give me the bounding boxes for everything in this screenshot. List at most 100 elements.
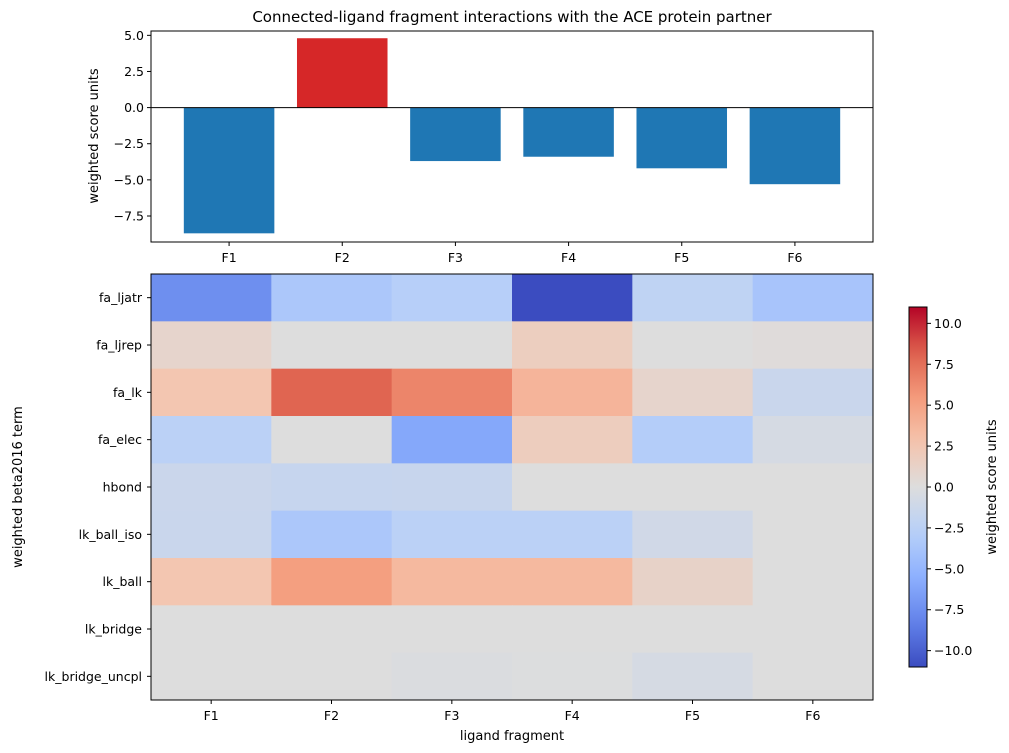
heat-y-tick-label: lk_bridge_uncpl (45, 669, 142, 684)
heatmap-y-axis-label: weighted beta2016 term (11, 406, 26, 568)
heat-y-tick-label: fa_lk (113, 385, 143, 400)
heat-cell-lk_ball-F3 (391, 558, 513, 606)
heat-y-tick-label: lk_ball (102, 574, 142, 589)
bar-x-axis-ticks: F1 F2 F3 F4 F5 F6 (222, 242, 803, 265)
bar-series (183, 38, 841, 234)
bar-x-tick-label: F6 (787, 250, 802, 265)
heat-cell-hbond-F2 (271, 463, 393, 512)
heat-cell-lk_bridge-F3 (391, 605, 513, 654)
heat-cell-lk_ball_iso-F1 (151, 510, 272, 559)
colorbar-tick-label: 5.0 (934, 398, 954, 413)
heat-cell-fa_lk-F2 (271, 368, 393, 417)
heat-cell-lk_bridge-F2 (271, 605, 393, 654)
heat-cell-hbond-F6 (752, 463, 874, 512)
heat-cell-hbond-F1 (151, 463, 272, 512)
heat-cell-fa_ljrep-F1 (151, 321, 272, 370)
bar-F2 (296, 38, 388, 108)
colorbar-tick-label: 2.5 (934, 439, 954, 454)
heat-cell-lk_bridge_uncpl-F6 (752, 652, 874, 701)
heat-cell-lk_bridge-F6 (752, 605, 874, 654)
heat-cell-hbond-F5 (632, 463, 754, 512)
bar-y-tick-label: 0.0 (124, 100, 144, 115)
heat-cell-lk_bridge_uncpl-F1 (151, 652, 272, 701)
bar-y-tick-label: −5.0 (114, 172, 144, 187)
heat-cell-lk_ball_iso-F4 (512, 510, 633, 559)
heat-y-tick-label: lk_ball_iso (79, 527, 142, 542)
heat-cell-fa_elec-F3 (391, 416, 513, 464)
heat-cell-fa_ljrep-F5 (632, 321, 754, 370)
heat-cell-fa_ljatr-F4 (512, 274, 633, 322)
heat-cell-lk_bridge-F1 (151, 605, 272, 654)
chart-title: Connected-ligand fragment interactions w… (252, 8, 772, 26)
heat-cell-fa_ljrep-F2 (271, 321, 393, 370)
heat-y-tick-label: lk_bridge (85, 622, 142, 637)
heat-cell-fa_elec-F1 (151, 416, 272, 464)
heat-x-tick-label: F1 (204, 708, 219, 723)
heat-cell-fa_elec-F2 (271, 416, 393, 464)
heat-cell-fa_elec-F6 (752, 416, 874, 464)
heat-cell-fa_ljrep-F3 (391, 321, 513, 370)
heat-cell-fa_lk-F5 (632, 368, 754, 417)
heat-y-tick-label: fa_ljatr (99, 290, 143, 305)
heat-cell-fa_ljrep-F6 (752, 321, 874, 370)
heat-x-tick-label: F3 (444, 708, 459, 723)
colorbar-gradient (908, 306, 928, 668)
bar-x-tick-label: F5 (674, 250, 689, 265)
heat-cell-lk_bridge_uncpl-F4 (512, 652, 633, 701)
heatmap-x-axis-label: ligand fragment (460, 729, 564, 744)
heat-cell-lk_ball-F4 (512, 558, 633, 606)
heat-cell-fa_ljatr-F6 (752, 274, 874, 322)
heat-cell-lk_bridge_uncpl-F2 (271, 652, 393, 701)
heat-y-tick-label: fa_elec (98, 432, 142, 447)
heat-cell-lk_ball-F2 (271, 558, 393, 606)
heat-cell-lk_bridge_uncpl-F3 (391, 652, 513, 701)
heat-cell-lk_ball_iso-F2 (271, 510, 393, 559)
heat-cell-hbond-F4 (512, 463, 633, 512)
bar-x-tick-label: F3 (448, 250, 463, 265)
heat-cell-fa_ljrep-F4 (512, 321, 633, 370)
heat-cell-fa_lk-F3 (391, 368, 513, 417)
heat-cell-fa_ljatr-F1 (151, 274, 272, 322)
bar-x-tick-label: F2 (335, 250, 350, 265)
heat-cell-lk_bridge_uncpl-F5 (632, 652, 754, 701)
colorbar-ticks: 10.0 7.5 5.0 2.5 0.0 −2.5 −5.0 −7.5 −10.0 (927, 316, 972, 658)
heat-cell-hbond-F3 (391, 463, 513, 512)
heat-cell-fa_lk-F1 (151, 368, 272, 417)
colorbar-tick-label: −7.5 (934, 602, 964, 617)
heat-x-tick-label: F4 (565, 708, 580, 723)
heat-cell-lk_bridge-F4 (512, 605, 633, 654)
bar-F4 (523, 107, 614, 157)
heat-cell-fa_elec-F5 (632, 416, 754, 464)
heat-cell-fa_ljatr-F3 (391, 274, 513, 322)
heat-y-tick-label: fa_ljrep (96, 338, 142, 353)
bar-chart: 5.0 2.5 0.0 −2.5 −5.0 −7.5 F1 F2 F3 F4 F5 F6 weigh… (87, 28, 874, 265)
heat-cell-lk_ball-F1 (151, 558, 272, 606)
colorbar-tick-label: −2.5 (934, 520, 964, 535)
heat-x-tick-label: F5 (685, 708, 700, 723)
heat-cell-lk_bridge-F5 (632, 605, 754, 654)
bar-y-tick-label: −7.5 (114, 208, 144, 223)
heat-cell-fa_ljatr-F2 (271, 274, 393, 322)
heatmap-x-axis-ticks: F1 F2 F3 F4 F5 F6 (204, 700, 820, 723)
bar-F6 (749, 107, 841, 185)
heat-cell-lk_ball-F6 (752, 558, 874, 606)
heat-y-tick-label: hbond (103, 480, 142, 495)
heat-cell-lk_ball_iso-F3 (391, 510, 513, 559)
bar-F1 (183, 107, 275, 234)
heatmap-cells (151, 274, 874, 701)
heat-x-tick-label: F6 (805, 708, 820, 723)
colorbar-tick-label: 7.5 (934, 357, 954, 372)
colorbar-tick-label: 10.0 (934, 316, 962, 331)
heat-cell-lk_ball_iso-F5 (632, 510, 754, 559)
bar-F5 (636, 107, 728, 169)
colorbar-tick-label: −5.0 (934, 561, 964, 576)
colorbar: 10.0 7.5 5.0 2.5 0.0 −2.5 −5.0 −7.5 −10.0 weight… (908, 306, 1000, 668)
colorbar-label: weighted score units (985, 419, 1000, 554)
colorbar-tick-label: −10.0 (934, 643, 972, 658)
heat-cell-fa_elec-F4 (512, 416, 633, 464)
bar-y-axis-label: weighted score units (87, 68, 102, 203)
colorbar-tick-label: 0.0 (934, 480, 954, 495)
